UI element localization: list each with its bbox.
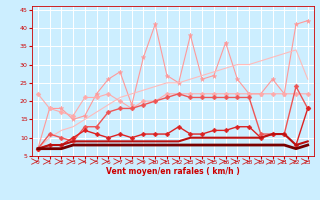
X-axis label: Vent moyen/en rafales ( km/h ): Vent moyen/en rafales ( km/h ) <box>106 167 240 176</box>
